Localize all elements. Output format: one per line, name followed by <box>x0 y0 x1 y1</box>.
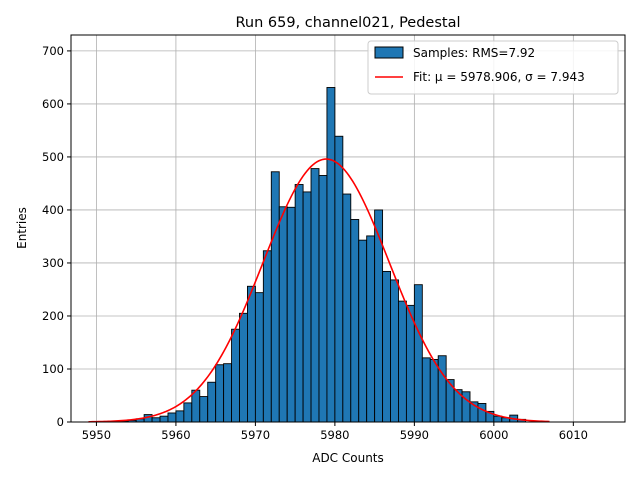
histogram-bar <box>183 402 193 423</box>
y-tick-label: 100 <box>42 362 64 376</box>
histogram-bar <box>278 206 288 423</box>
histogram-bar <box>398 300 407 423</box>
histogram-bar <box>421 357 431 423</box>
x-tick-label: 5990 <box>400 428 429 442</box>
histogram-bar <box>207 381 217 423</box>
x-axis-label: ADC Counts <box>312 451 384 465</box>
histogram-bar <box>191 389 201 423</box>
histogram-bar <box>350 219 360 423</box>
histogram-bar <box>382 270 391 423</box>
y-axis-label: Entries <box>15 207 29 249</box>
histogram-bar <box>405 304 415 423</box>
y-tick-label: 500 <box>42 150 64 164</box>
x-axis-ticks: 5950 5960 5970 5980 5990 6000 6010 <box>82 422 588 442</box>
histogram-bar <box>159 415 169 423</box>
histogram-bar <box>493 415 503 423</box>
histogram-bar <box>429 358 439 423</box>
histogram-bar <box>310 168 320 423</box>
histogram-bar <box>326 87 336 423</box>
x-tick-label: 5970 <box>241 428 270 442</box>
histogram-bar <box>358 239 368 423</box>
y-tick-label: 300 <box>42 256 64 270</box>
x-tick-label: 6000 <box>479 428 508 442</box>
histogram-bar <box>262 250 272 423</box>
histogram-bar <box>477 402 487 423</box>
y-tick-label: 700 <box>42 44 64 58</box>
histogram-bar <box>175 410 185 423</box>
histogram-bar <box>413 284 423 423</box>
chart-title: Run 659, channel021, Pedestal <box>235 15 460 31</box>
histogram-bar <box>342 193 352 423</box>
histogram-bar <box>239 312 248 423</box>
histogram-bar <box>294 184 304 423</box>
plot-frame <box>70 34 626 423</box>
histogram-bar <box>302 191 312 423</box>
histogram-bar <box>199 396 209 423</box>
x-tick-label: 5950 <box>82 428 111 442</box>
histogram-bar <box>270 171 280 423</box>
x-tick-label: 5980 <box>320 428 349 442</box>
x-tick-label: 6010 <box>559 428 588 442</box>
x-tick-label: 5960 <box>161 428 190 442</box>
legend-fit-label: Fit: μ = 5978.906, σ = 7.943 <box>413 70 585 84</box>
histogram-bar <box>437 355 447 423</box>
y-tick-label: 0 <box>57 415 64 429</box>
histogram-bar <box>215 364 225 423</box>
histogram-bar <box>318 175 328 423</box>
legend-histogram-label: Samples: RMS=7.92 <box>413 46 535 60</box>
histogram-bar <box>286 206 296 423</box>
histogram-bar <box>334 135 344 423</box>
gaussian-fit-line <box>88 158 550 423</box>
histogram-bar <box>254 292 264 423</box>
legend: Samples: RMS=7.92 Fit: μ = 5978.906, σ =… <box>367 40 619 95</box>
histogram-bar <box>390 279 399 423</box>
y-tick-label: 600 <box>42 97 64 111</box>
histogram-bar <box>366 235 376 423</box>
histogram-bar <box>167 412 177 423</box>
y-tick-label: 400 <box>42 203 64 217</box>
histogram-bar <box>223 363 233 423</box>
histogram-bar <box>231 328 240 423</box>
y-tick-label: 200 <box>42 309 64 323</box>
y-axis-ticks: 0 100 200 300 400 500 600 700 <box>42 44 71 429</box>
legend-box <box>367 40 619 95</box>
histogram-bar <box>151 417 161 423</box>
histogram-bar <box>247 285 256 423</box>
legend-histogram-swatch <box>374 46 404 59</box>
